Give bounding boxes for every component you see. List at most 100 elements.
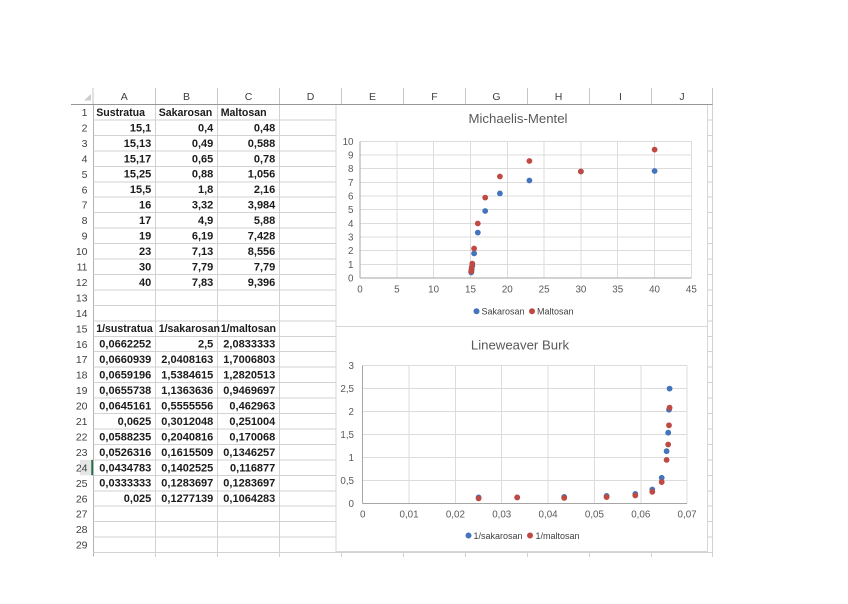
svg-text:19: 19: [76, 385, 88, 397]
svg-text:Sustratua: Sustratua: [96, 107, 145, 119]
svg-text:0,1277139: 0,1277139: [161, 493, 213, 505]
svg-text:0,5: 0,5: [340, 476, 354, 487]
svg-text:0: 0: [357, 284, 363, 295]
svg-text:15,13: 15,13: [124, 138, 152, 150]
svg-text:11: 11: [77, 262, 88, 274]
svg-text:17: 17: [76, 354, 88, 366]
svg-text:0,462963: 0,462963: [229, 400, 275, 412]
svg-text:5: 5: [82, 169, 88, 181]
svg-text:1/maltosan: 1/maltosan: [536, 531, 580, 541]
svg-text:1/sakarosan: 1/sakarosan: [159, 323, 220, 335]
svg-text:3,32: 3,32: [192, 200, 213, 212]
svg-text:1,8: 1,8: [198, 184, 213, 196]
svg-text:2: 2: [349, 407, 354, 418]
svg-text:0,0660939: 0,0660939: [99, 354, 151, 366]
svg-text:1/sakarosan: 1/sakarosan: [474, 531, 523, 541]
svg-text:29: 29: [76, 540, 88, 552]
svg-text:2,5: 2,5: [340, 384, 354, 395]
svg-text:1,7006803: 1,7006803: [223, 354, 275, 366]
svg-text:Lineweaver Burk: Lineweaver Burk: [471, 338, 570, 353]
svg-text:0,05: 0,05: [585, 509, 605, 520]
svg-text:4: 4: [348, 219, 354, 230]
svg-text:4,9: 4,9: [198, 215, 213, 227]
svg-text:3: 3: [82, 138, 88, 150]
svg-text:2,0408163: 2,0408163: [161, 354, 213, 366]
svg-text:3: 3: [349, 361, 355, 372]
svg-text:0,025: 0,025: [124, 493, 152, 505]
svg-text:21: 21: [76, 416, 88, 428]
svg-text:1,5: 1,5: [340, 430, 354, 441]
svg-text:5,88: 5,88: [254, 215, 275, 227]
svg-text:H: H: [555, 91, 563, 103]
svg-text:0,78: 0,78: [254, 153, 275, 165]
svg-text:0,02: 0,02: [446, 509, 465, 520]
svg-text:0,1615509: 0,1615509: [161, 447, 213, 459]
svg-text:14: 14: [76, 308, 88, 320]
svg-text:30: 30: [575, 284, 586, 295]
svg-text:1: 1: [348, 260, 353, 271]
svg-text:Sakarosan: Sakarosan: [159, 107, 213, 119]
svg-text:0,1064283: 0,1064283: [223, 493, 275, 505]
svg-text:0,4: 0,4: [198, 122, 214, 134]
svg-text:F: F: [431, 91, 437, 103]
svg-text:0,2040816: 0,2040816: [161, 431, 213, 443]
svg-text:22: 22: [76, 431, 88, 443]
svg-text:2: 2: [348, 246, 353, 257]
svg-text:1: 1: [349, 453, 354, 464]
svg-text:Maltosan: Maltosan: [221, 107, 267, 119]
svg-text:1/maltosan: 1/maltosan: [221, 323, 276, 335]
svg-text:D: D: [307, 91, 315, 103]
svg-text:0,3012048: 0,3012048: [161, 416, 213, 428]
svg-text:16: 16: [139, 200, 151, 212]
svg-text:0,0655738: 0,0655738: [99, 385, 151, 397]
svg-text:24: 24: [76, 462, 88, 474]
svg-text:0,116877: 0,116877: [230, 462, 275, 474]
svg-text:28: 28: [76, 524, 88, 536]
svg-text:Sakarosan: Sakarosan: [482, 307, 525, 317]
svg-text:A: A: [121, 91, 128, 103]
svg-text:E: E: [369, 91, 376, 103]
svg-text:15,25: 15,25: [124, 169, 152, 181]
svg-text:35: 35: [612, 284, 623, 295]
svg-text:I: I: [619, 91, 622, 103]
svg-text:1,1363636: 1,1363636: [161, 385, 213, 397]
svg-text:0,0526316: 0,0526316: [99, 447, 151, 459]
svg-text:15: 15: [465, 284, 476, 295]
svg-text:0,0333333: 0,0333333: [99, 478, 151, 490]
svg-text:1,2820513: 1,2820513: [223, 370, 275, 382]
svg-text:8: 8: [348, 164, 354, 175]
svg-text:0,01: 0,01: [400, 509, 419, 520]
svg-text:23: 23: [76, 447, 88, 459]
svg-text:0,1283697: 0,1283697: [161, 478, 213, 490]
svg-text:13: 13: [76, 292, 88, 304]
svg-text:1/sustratua: 1/sustratua: [96, 323, 153, 335]
svg-text:0: 0: [348, 274, 354, 285]
svg-text:7,79: 7,79: [192, 261, 213, 273]
svg-text:7: 7: [82, 200, 88, 212]
svg-text:G: G: [492, 91, 500, 103]
svg-text:20: 20: [76, 401, 88, 413]
svg-text:B: B: [183, 91, 190, 103]
svg-text:5: 5: [348, 205, 354, 216]
svg-text:18: 18: [76, 370, 88, 382]
svg-text:7,13: 7,13: [192, 246, 213, 258]
svg-text:9: 9: [82, 231, 88, 243]
svg-text:1: 1: [82, 107, 88, 119]
svg-text:20: 20: [502, 284, 513, 295]
svg-text:15,1: 15,1: [130, 122, 151, 134]
svg-text:10: 10: [343, 137, 354, 148]
svg-text:30: 30: [139, 261, 151, 273]
svg-text:45: 45: [686, 284, 697, 295]
svg-text:1,5384615: 1,5384615: [161, 370, 213, 382]
svg-text:0: 0: [349, 499, 355, 510]
svg-text:0,0625: 0,0625: [118, 416, 152, 428]
svg-text:26: 26: [76, 493, 88, 505]
svg-text:0,588: 0,588: [248, 138, 276, 150]
svg-text:16: 16: [76, 339, 88, 351]
svg-text:0,251004: 0,251004: [229, 416, 276, 428]
svg-text:19: 19: [139, 231, 151, 243]
svg-text:2,0833333: 2,0833333: [223, 339, 275, 351]
svg-text:0,0588235: 0,0588235: [99, 431, 151, 443]
svg-text:0,03: 0,03: [492, 509, 512, 520]
svg-text:0,88: 0,88: [192, 169, 213, 181]
